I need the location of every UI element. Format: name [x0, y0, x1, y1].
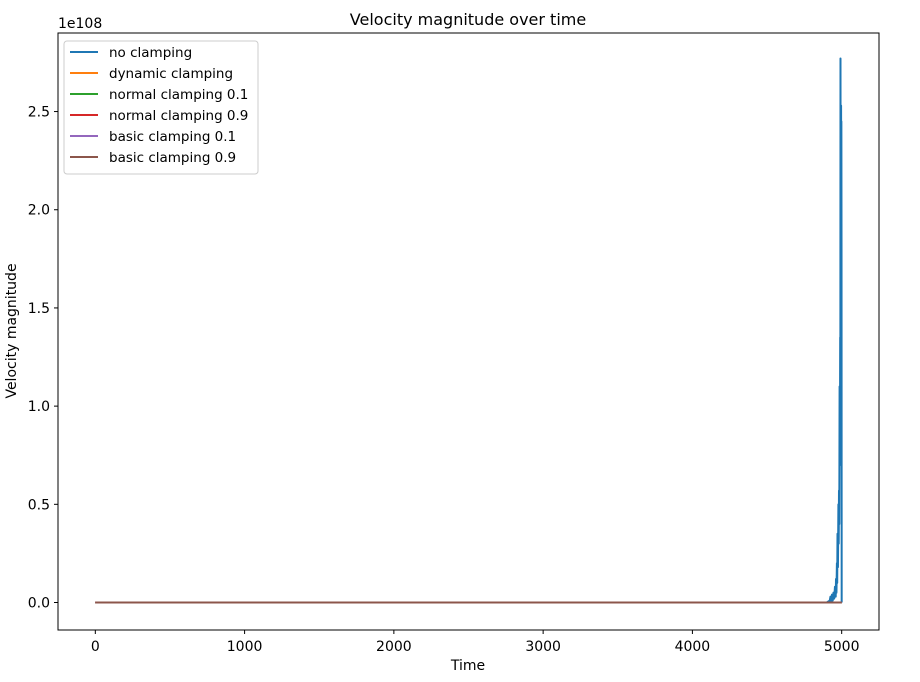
legend-label-2: normal clamping 0.1 — [109, 87, 248, 103]
series-line-0 — [95, 57, 843, 604]
y-tick-label: 2.0 — [28, 203, 50, 219]
legend-label-4: basic clamping 0.1 — [109, 129, 236, 145]
legend-label-5: basic clamping 0.9 — [109, 150, 236, 166]
plot-layer — [95, 57, 843, 604]
y-axis-label: Velocity magnitude — [4, 263, 20, 398]
ticks-layer: 0 1000 2000 3000 4000 5000 0.0 0.5 1.0 1.5 2.0 2.5 — [28, 105, 860, 655]
x-tick-label: 5000 — [824, 639, 860, 655]
y-offset-label: 1e108 — [58, 16, 102, 32]
legend-label-1: dynamic clamping — [109, 66, 233, 82]
y-tick-label: 1.0 — [28, 399, 50, 415]
x-tick-label: 4000 — [675, 639, 711, 655]
legend: no clamping dynamic clamping normal clampi… — [63, 40, 259, 175]
x-axis-label: Time — [450, 658, 485, 674]
x-tick-label: 1000 — [227, 639, 263, 655]
x-tick-label: 3000 — [525, 639, 561, 655]
chart-title: Velocity magnitude over time — [350, 10, 586, 29]
y-tick-label: 0.5 — [28, 497, 50, 513]
legend-label-3: normal clamping 0.9 — [109, 108, 248, 124]
y-tick-label: 1.5 — [28, 301, 50, 317]
y-tick-label: 0.0 — [28, 596, 50, 612]
x-tick-label: 0 — [91, 639, 100, 655]
y-tick-label: 2.5 — [28, 105, 50, 121]
legend-label-0: no clamping — [109, 45, 192, 61]
x-tick-label: 2000 — [376, 639, 412, 655]
legend-box — [63, 40, 259, 175]
plot-frame — [57, 32, 880, 631]
